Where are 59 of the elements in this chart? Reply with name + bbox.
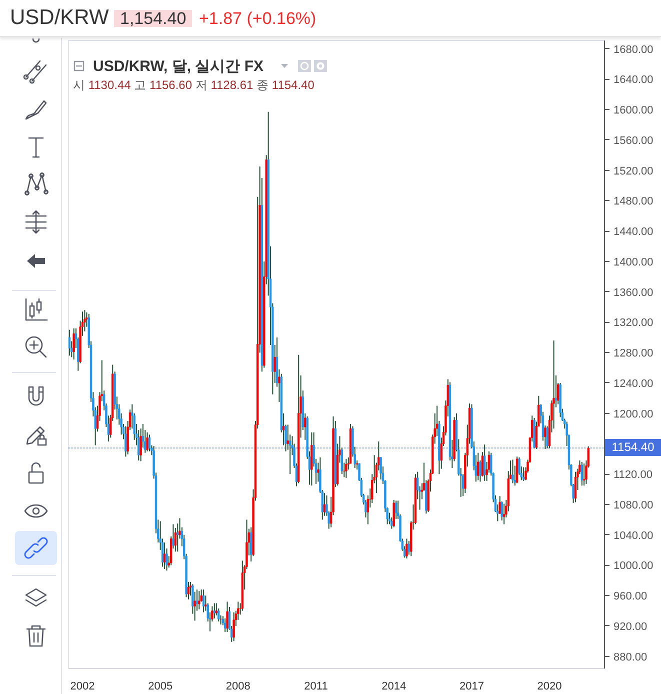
x-tick-label: 2011 (304, 680, 328, 692)
candlestick (323, 492, 326, 516)
candlestick (483, 444, 486, 482)
candlestick (512, 459, 514, 484)
x-tick-label: 2008 (226, 680, 250, 692)
text: +1.87 (+0.16%) (199, 9, 316, 28)
candlestick (582, 462, 586, 486)
y-tick-label: 1120.00 (614, 469, 652, 482)
candlestick (198, 590, 200, 610)
y-tick-label: 1400.00 (614, 256, 654, 268)
candlestick (406, 538, 408, 559)
candlestick (202, 589, 205, 613)
candlestick (140, 428, 142, 462)
candlestick (345, 458, 348, 478)
candlestick (502, 503, 506, 525)
candlestick (84, 310, 86, 332)
y-tick-label: 920.00 (614, 620, 648, 633)
candlestick (148, 434, 151, 452)
candlestick (226, 601, 228, 633)
candlestick (516, 456, 518, 484)
candlestick (213, 602, 216, 619)
y-tick-label: 1280.00 (614, 348, 654, 360)
candlestick (232, 612, 235, 642)
annotation: 시 1130.44 고 1156.60 저 1128.61 종 1154.40 (73, 78, 314, 92)
x-tick-label: 2014 (382, 680, 406, 692)
y-tick-label: 1040.00 (614, 530, 654, 542)
y-tick-label: 1600.00 (614, 104, 654, 117)
chart-title: USD/KRW (10, 6, 109, 29)
candlestick (146, 432, 148, 452)
y-tick-label: 1000.00 (614, 560, 654, 572)
candlestick (72, 328, 75, 360)
x-tick-label: 2020 (537, 680, 562, 692)
candlestick (174, 528, 177, 552)
annotation: USD/KRW, 달, 실시간 FX (93, 58, 264, 75)
y-tick-label: 1200.00 (614, 408, 654, 420)
candlestick (477, 452, 480, 481)
candlestick (163, 542, 166, 570)
y-tick-label: 960.00 (614, 590, 648, 603)
y-tick-label: 1360.00 (614, 286, 654, 299)
x-tick-label: 2002 (70, 680, 95, 692)
candlestick (68, 329, 71, 356)
x-tick-label: 2005 (148, 680, 173, 692)
y-tick-label: 1240.00 (614, 378, 654, 390)
y-tick-label: 1320.00 (614, 317, 654, 330)
y-tick-label: 1680.00 (614, 44, 654, 56)
y-tick-label: 1480.00 (614, 196, 654, 208)
candlestick (574, 471, 577, 503)
y-tick-label: 880.00 (614, 651, 648, 664)
y-tick-label: 1080.00 (614, 499, 654, 512)
y-tick-label: 1560.00 (614, 134, 654, 147)
text: 1,154.40 (114, 9, 192, 28)
candlestick (392, 499, 395, 528)
y-tick-label: 1640.00 (614, 74, 654, 86)
x-tick-label: 2017 (459, 680, 484, 692)
y-tick-label: 1440.00 (614, 226, 654, 238)
candlestick (580, 461, 584, 486)
candlestick (552, 340, 555, 430)
y-tick-label: 1520.00 (614, 165, 654, 178)
ref-line-label: 1154.40 (605, 439, 661, 456)
